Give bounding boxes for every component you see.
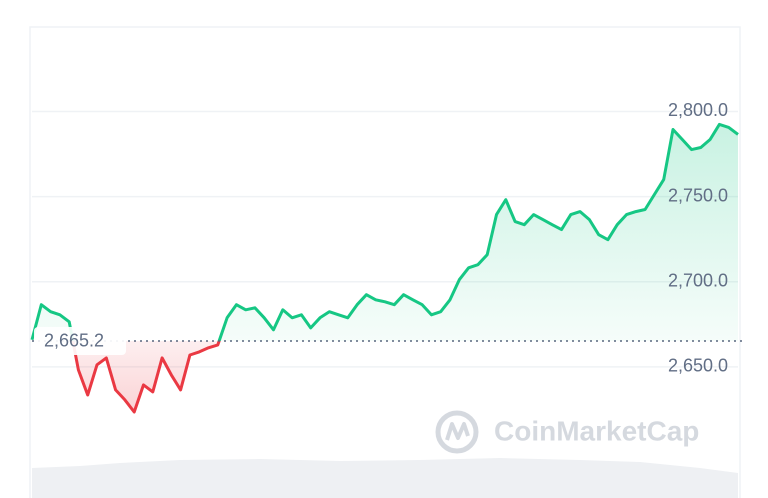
watermark-text: CoinMarketCap bbox=[494, 415, 699, 446]
watermark: CoinMarketCap bbox=[435, 410, 699, 454]
volume-backdrop bbox=[32, 458, 738, 498]
watermark-logo bbox=[435, 410, 479, 454]
labels: 2,650.0 2,700.0 2,750.0 2,800.0 2,665.2 bbox=[34, 100, 728, 376]
baseline-label: 2,665.2 bbox=[44, 331, 104, 351]
price-line bbox=[30, 122, 739, 414]
plot bbox=[30, 122, 742, 414]
frame bbox=[29, 26, 741, 498]
y-tick-label: 2,650.0 bbox=[668, 356, 728, 376]
y-tick-label: 2,800.0 bbox=[668, 100, 728, 120]
baseline-label-box bbox=[34, 326, 126, 355]
watermark-logo-m bbox=[445, 422, 470, 441]
y-tick-label: 2,750.0 bbox=[668, 185, 728, 205]
area-fill bbox=[32, 124, 738, 413]
y-tick-label: 2,700.0 bbox=[668, 270, 728, 290]
